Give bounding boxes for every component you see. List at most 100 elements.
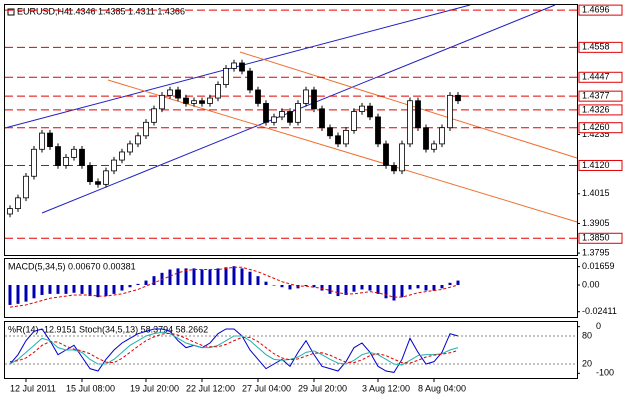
candle-body: [311, 89, 317, 110]
candle-body: [95, 181, 101, 185]
stoch-title: %R(14) -12.9151 Stoch(34,5,13) 58.3794 5…: [8, 324, 208, 334]
stoch-line: [9, 331, 459, 366]
candle-body: [431, 143, 437, 150]
candle-body: [143, 121, 149, 137]
candle-body: [351, 111, 357, 131]
x-tick-label: 3 Aug 12:00: [362, 383, 410, 393]
macd-bar: [72, 285, 76, 293]
y-tick-label: 1.4015: [582, 188, 610, 198]
candle-body: [415, 100, 421, 129]
macd-bar: [240, 268, 244, 286]
candle-body: [343, 130, 349, 145]
candle-body: [287, 111, 293, 123]
macd-bar: [456, 280, 460, 286]
macd-bar: [448, 282, 452, 286]
macd-panel: [4, 258, 578, 318]
candle-body: [399, 143, 405, 172]
macd-bar: [144, 280, 148, 286]
macd-bar: [376, 285, 380, 294]
macd-bar: [216, 268, 220, 286]
macd-bar: [232, 266, 236, 286]
level-label-box: [578, 71, 623, 83]
macd-bar: [344, 285, 348, 295]
candle-body: [119, 151, 125, 161]
macd-bar: [16, 285, 20, 304]
main-panel: [4, 4, 578, 256]
candle-body: [167, 89, 173, 96]
candle-body: [135, 135, 141, 145]
macd-bar: [152, 276, 156, 286]
candle-body: [111, 159, 117, 172]
macd-bar: [64, 285, 68, 294]
macd-bar: [192, 268, 196, 286]
candle-body: [231, 62, 237, 69]
macd-bar: [224, 267, 228, 286]
macd-bar: [336, 285, 340, 297]
candle-body: [367, 105, 373, 118]
macd-bar: [248, 271, 252, 286]
y-tick-label: 1.3795: [582, 247, 610, 257]
macd-bar: [400, 285, 404, 298]
macd-bar: [184, 268, 188, 286]
candle-body: [207, 97, 213, 104]
macd-bar: [368, 285, 372, 291]
macd-bar: [48, 285, 52, 294]
y-tick-label: 80: [582, 330, 592, 340]
candle-body: [303, 89, 309, 104]
stoch-panel: [4, 321, 578, 379]
macd-bar: [256, 276, 260, 286]
level-label: 1.3850: [582, 233, 610, 243]
y2-tick-label: 0: [596, 321, 601, 331]
macd-bar: [176, 268, 180, 286]
candle-body: [295, 103, 301, 123]
candle-body: [247, 70, 253, 91]
channel-line: [4, 4, 471, 129]
macd-bar: [408, 285, 412, 290]
candle-body: [31, 148, 37, 177]
candle-body: [239, 62, 245, 72]
y-tick-label: 0.00: [582, 279, 600, 289]
level-label-box: [578, 104, 623, 116]
candle-body: [215, 84, 221, 99]
macd-signal: [9, 266, 459, 308]
candle-body: [127, 143, 133, 153]
candle-body: [175, 89, 181, 99]
macd-bar: [304, 285, 308, 287]
candle-body: [63, 156, 69, 166]
macd-bar: [416, 285, 420, 289]
candle-body: [375, 116, 381, 145]
candle-body: [335, 135, 341, 145]
macd-bar: [168, 269, 172, 286]
candle-body: [263, 103, 269, 123]
macd-bar: [56, 285, 60, 294]
candle-body: [319, 108, 325, 129]
x-tick-label: 12 Jul 2011: [10, 383, 56, 393]
macd-bar: [296, 285, 300, 289]
stoch-line: [9, 328, 459, 373]
level-label: 1.4447: [582, 72, 610, 82]
y-tick-label: 1.4235: [582, 129, 610, 139]
macd-bar: [128, 285, 132, 288]
candle-body: [279, 111, 285, 118]
level-label-box: [578, 159, 623, 171]
macd-bar: [280, 285, 284, 288]
candle-body: [159, 94, 165, 110]
chart-subtitle: 1.4346 1.4385 1.4311 1.4366: [68, 6, 185, 16]
candle-body: [7, 208, 13, 215]
macd-bar: [264, 281, 268, 286]
macd-bar: [40, 285, 44, 295]
macd-bar: [432, 285, 436, 291]
level-label-box: [578, 122, 623, 134]
macd-bar: [112, 285, 116, 294]
candle-body: [447, 94, 453, 129]
macd-bar: [136, 283, 140, 286]
level-label: 1.4260: [582, 122, 610, 132]
symbol-icon: [7, 8, 15, 16]
macd-bar: [312, 285, 316, 288]
macd-bar: [288, 285, 292, 290]
macd-bar: [208, 269, 212, 286]
macd-bar: [8, 285, 12, 305]
x-tick-label: 15 Jul 08:00: [66, 383, 115, 393]
candle-body: [71, 148, 77, 158]
macd-bar: [424, 285, 428, 291]
